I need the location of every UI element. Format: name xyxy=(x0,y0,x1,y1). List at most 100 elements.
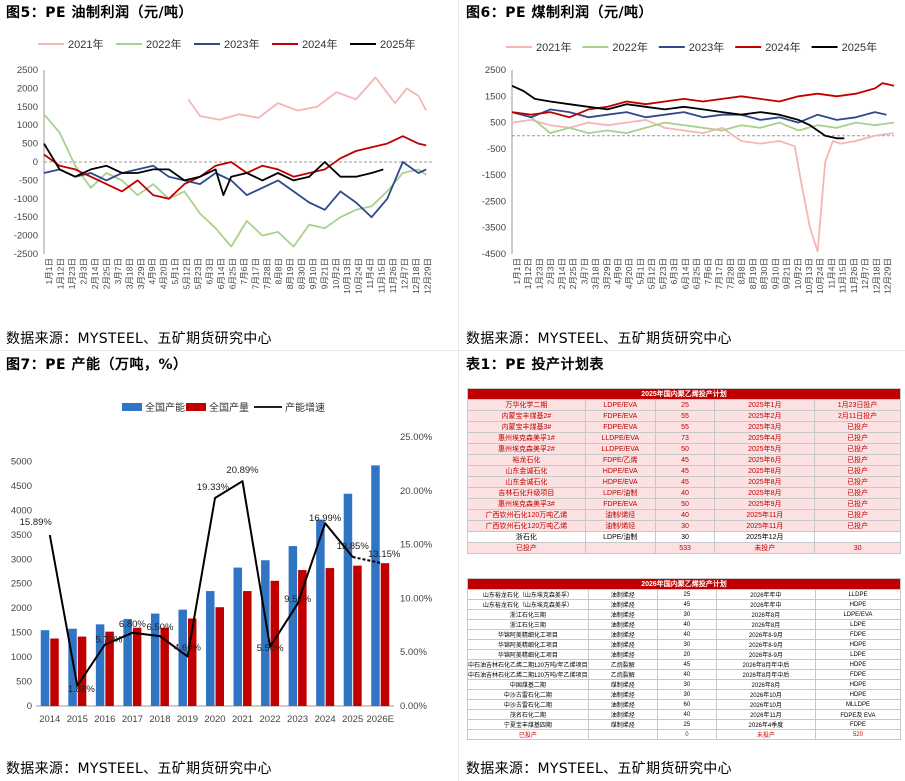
table-row: 吉林石化升级项目 LDPE/油制 40 2025年8月 已投产 xyxy=(467,487,901,499)
table-summary-row: 已投产 533 未投产 30 xyxy=(467,542,901,554)
fig6-x-tick: 6月3日 xyxy=(669,258,679,284)
table-header-row: 2025年国内聚乙烯投产计划 xyxy=(467,388,901,400)
fig6-x-tick: 8月30日 xyxy=(759,258,769,289)
fig7-bar-output xyxy=(187,618,197,706)
table-cell: 2026年10月 xyxy=(715,689,816,700)
fig6-x-tick: 11月4日 xyxy=(826,258,836,289)
table-cell: 25 xyxy=(656,589,717,600)
fig7-legend-swatch xyxy=(122,403,142,411)
fig6-y-tick: -1500 xyxy=(482,170,506,181)
table-cell: 60 xyxy=(656,699,717,710)
table-cell: 惠州埃克森美孚3# xyxy=(467,498,586,510)
fig5-x-tick: 5月1日 xyxy=(170,258,180,284)
table-row: 裕龙石化 FDPE/乙烯 45 2025年6月 已投产 xyxy=(467,454,901,466)
fig7-data-label: 4.60% xyxy=(174,643,201,654)
fig7-y-tick: 500 xyxy=(16,677,32,688)
table-cell: 1月23日投产 xyxy=(814,399,901,411)
table-cell: 30 xyxy=(656,689,717,700)
table-cell: 山东金诚石化 xyxy=(467,476,586,488)
table-row: 中国煤基二期 煤制烯烃 30 2026年8月 HDPE xyxy=(467,679,902,690)
fig7-bar-output xyxy=(160,627,169,706)
table-cell: 惠州埃克森美孚1# xyxy=(467,432,586,444)
table-row: 中沙古雷石化二期 油制烯烃 60 2026年10月 MLLDPE xyxy=(467,699,902,710)
fig7-y2-tick: 25.00% xyxy=(400,432,433,443)
fig7-y-tick: 1000 xyxy=(11,652,32,663)
table-row: 华锦阿美精细化工项目 油制烯烃 30 2026年8-9月 HDPE xyxy=(467,639,902,650)
table-cell: 已投产 xyxy=(814,520,901,532)
fig5-x-tick: 10月13日 xyxy=(342,258,352,294)
fig5-legend-label: 2021年 xyxy=(68,37,103,51)
table-cell: HDPE xyxy=(814,599,902,610)
table-summary-cell: 未投产 xyxy=(714,542,816,554)
fig5-x-tick: 1月1日 xyxy=(44,258,54,284)
fig5-series-line xyxy=(43,161,427,219)
fig6-panel: 图6：PE 煤制利润（元/吨） 2021年 2022年 2023年 2024年 2025… xyxy=(460,0,905,350)
fig5-panel: 图5：PE 油制利润（元/吨） 2021年 2022年 2023年 2024年 2025… xyxy=(0,0,458,350)
fig7-x-tick: 2023 xyxy=(287,714,308,725)
table-cell: 裕龙石化 xyxy=(467,454,586,466)
fig7-y2-tick: 0.00% xyxy=(400,701,427,712)
fig6-x-tick: 5月1日 xyxy=(635,258,645,284)
fig5-x-tick: 9月10日 xyxy=(308,258,318,289)
fig7-chart: 全国产能 全国产量 产能增速 0 500 1000 1500 2000 2500 3000 3500… xyxy=(11,401,433,725)
table-cell: 2026年8月年中后 xyxy=(715,669,816,680)
fig6-x-tick: 1月1日 xyxy=(512,258,522,284)
fig6-x-tick: 6月14日 xyxy=(680,258,690,289)
fig5-x-tick: 4月20日 xyxy=(159,258,169,289)
fig6-x-tick: 10月13日 xyxy=(804,258,814,294)
table-cell: 中沙古雷石化二期 xyxy=(467,699,589,710)
fig7-bar-output xyxy=(105,631,114,706)
table-cell: 50 xyxy=(654,498,716,510)
fig7-x-tick: 2021 xyxy=(232,714,253,725)
table-cell: 55 xyxy=(654,421,716,433)
fig5-y-tick: 2000 xyxy=(17,83,38,94)
table-cell: 2025年11月 xyxy=(714,520,816,532)
table-cell: 30 xyxy=(654,520,716,532)
fig7-bar-capacity xyxy=(316,519,325,706)
table-cell: 乙烷裂解 xyxy=(587,659,658,670)
table-cell: 2026年8-9月 xyxy=(715,639,816,650)
table-cell: 油制烯烃 xyxy=(587,649,658,660)
fig7-y2-tick: 15.00% xyxy=(400,540,433,551)
fig6-series-line xyxy=(511,108,887,124)
table-cell: 30 xyxy=(656,609,717,620)
table-cell: 广西钦州石化120万吨乙烯 xyxy=(467,509,586,521)
table-cell: 吉林石化升级项目 xyxy=(467,487,586,499)
table-cell: 2025年12月 xyxy=(714,531,816,543)
table-cell: 50 xyxy=(654,443,716,455)
fig7-y-tick: 2500 xyxy=(11,579,32,590)
fig7-bar-capacity xyxy=(68,628,77,706)
fig5-series-line xyxy=(187,76,427,121)
fig6-x-tick: 12月18日 xyxy=(871,258,881,294)
table-summary-cell xyxy=(587,729,658,740)
table-cell: 2025年6月 xyxy=(714,454,816,466)
table-cell: 煤制烯烃 xyxy=(587,679,658,690)
fig7-data-label: 16.99% xyxy=(309,513,342,524)
fig6-x-tick: 12月7日 xyxy=(860,258,870,289)
fig5-x-tick: 7月28日 xyxy=(262,258,272,289)
table-cell: 2026年年中 xyxy=(715,599,816,610)
fig7-data-label: 19.33% xyxy=(197,482,230,493)
fig6-y-tick: 500 xyxy=(490,118,506,129)
table-cell: 内蒙宝丰煤基2# xyxy=(467,410,586,422)
table-cell xyxy=(814,531,901,543)
fig7-y-tick: 4500 xyxy=(11,481,32,492)
table-cell: 油制烯烃 xyxy=(587,709,658,720)
table-cell: 2025年3月 xyxy=(714,421,816,433)
table-cell: 油制烯烃 xyxy=(587,699,658,710)
fig5-title: 图5：PE 油制利润（元/吨） xyxy=(6,5,194,21)
fig6-x-tick: 2月25日 xyxy=(568,258,578,289)
fig6-x-tick: 6月25日 xyxy=(692,258,702,289)
table-cell: 山东裕龙石化（山东埃克森美孚） xyxy=(467,599,589,610)
table-row: 山东金诚石化 HDPE/EVA 45 2025年8月 已投产 xyxy=(467,465,901,477)
fig5-x-tick: 4月9日 xyxy=(147,258,157,284)
fig5-x-tick: 10月24日 xyxy=(354,258,364,294)
fig7-bar-output xyxy=(380,563,390,706)
table-cell: LDPE xyxy=(814,649,902,660)
fig5-x-tick: 6月3日 xyxy=(205,258,215,284)
fig7-x-tick: 2024 xyxy=(315,714,336,725)
table-cell: 2026年4季度 xyxy=(715,719,816,730)
fig6-y-tick: -3500 xyxy=(482,223,506,234)
fig5-x-tick: 1月12日 xyxy=(55,258,65,289)
fig7-x-tick: 2022 xyxy=(260,714,281,725)
